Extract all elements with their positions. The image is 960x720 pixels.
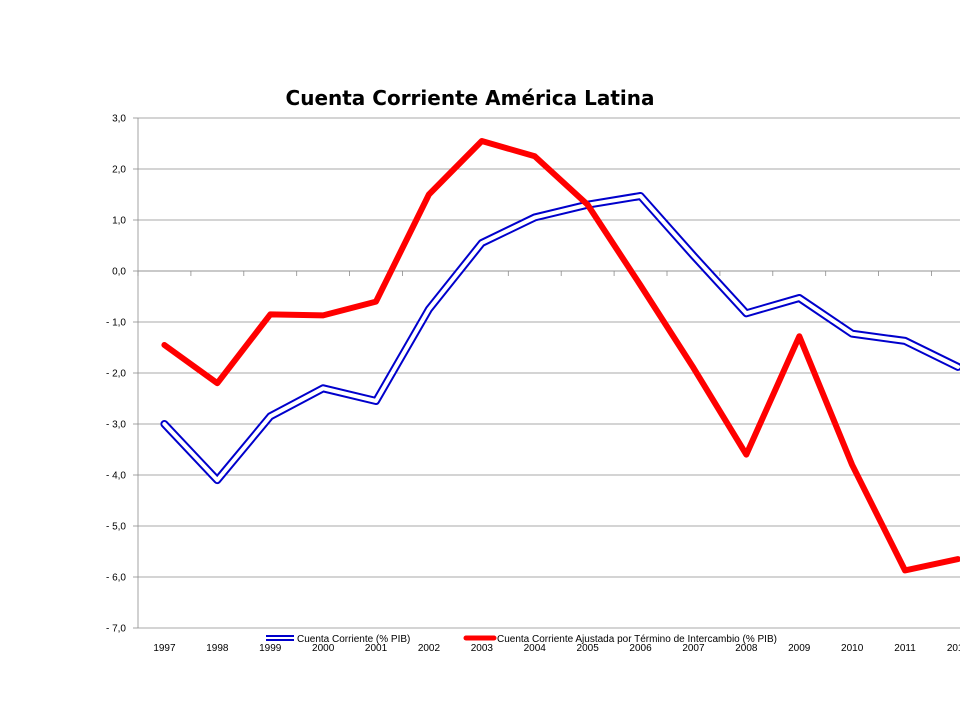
y-tick-label: - 2,0 (106, 369, 126, 380)
gridlines (133, 117, 960, 629)
legend-label: Cuenta Corriente (% PIB) (297, 634, 410, 645)
series-1-line (160, 192, 960, 485)
series-layer (160, 138, 960, 574)
y-tick-label: - 4,0 (106, 471, 126, 482)
legend-label: Cuenta Corriente Ajustada por Término de… (497, 634, 777, 645)
x-tick-label: 2011 (894, 643, 916, 654)
x-tick-label: 2005 (577, 643, 600, 654)
x-tick-label: 2001 (365, 643, 388, 654)
legend-entry-2: Cuenta Corriente Ajustada por Término de… (463, 634, 777, 645)
y-tick-label: 3,0 (112, 114, 126, 125)
chart-title: Cuenta Corriente América Latina (286, 86, 655, 110)
x-tick-label: 2010 (841, 643, 864, 654)
y-tick-label: 0,0 (112, 267, 126, 278)
x-tick-label: 2004 (524, 643, 547, 654)
y-tick-label: 2,0 (112, 165, 126, 176)
x-tick-label: 2003 (471, 643, 494, 654)
x-tick-label: 2008 (735, 643, 758, 654)
x-tick-label: 2000 (312, 643, 335, 654)
x-tick-label: 2007 (682, 643, 705, 654)
x-tick-label: 2002 (418, 643, 441, 654)
x-tick-label: 1997 (153, 643, 176, 654)
legend-entry-1: Cuenta Corriente (% PIB) (266, 634, 410, 645)
y-axis-tick-labels: 3,0 2,0 1,0 0,0 - 1,0 - 2,0 - 3,0 - 4,0 - 5,0 - 6… (106, 114, 126, 635)
x-tick-label: 2006 (629, 643, 652, 654)
x-tick-label: 1998 (206, 643, 229, 654)
y-tick-label: - 1,0 (106, 318, 126, 329)
y-tick-label: 1,0 (112, 216, 126, 227)
y-tick-label: - 3,0 (106, 420, 126, 431)
x-tick-label: 2009 (788, 643, 811, 654)
x-tick-label: 1999 (259, 643, 282, 654)
axes (137, 118, 960, 628)
series-2-line (161, 138, 960, 574)
legend: Cuenta Corriente (% PIB) Cuenta Corriente… (266, 634, 777, 645)
y-tick-label: - 7,0 (106, 624, 126, 635)
y-tick-label: - 5,0 (106, 522, 126, 533)
y-tick-label: - 6,0 (106, 573, 126, 584)
x-axis-tick-labels: 1997 1998 1999 2000 2001 2002 2003 2004 2005 2006… (153, 643, 960, 654)
x-tick-label: 2012 (947, 643, 960, 654)
